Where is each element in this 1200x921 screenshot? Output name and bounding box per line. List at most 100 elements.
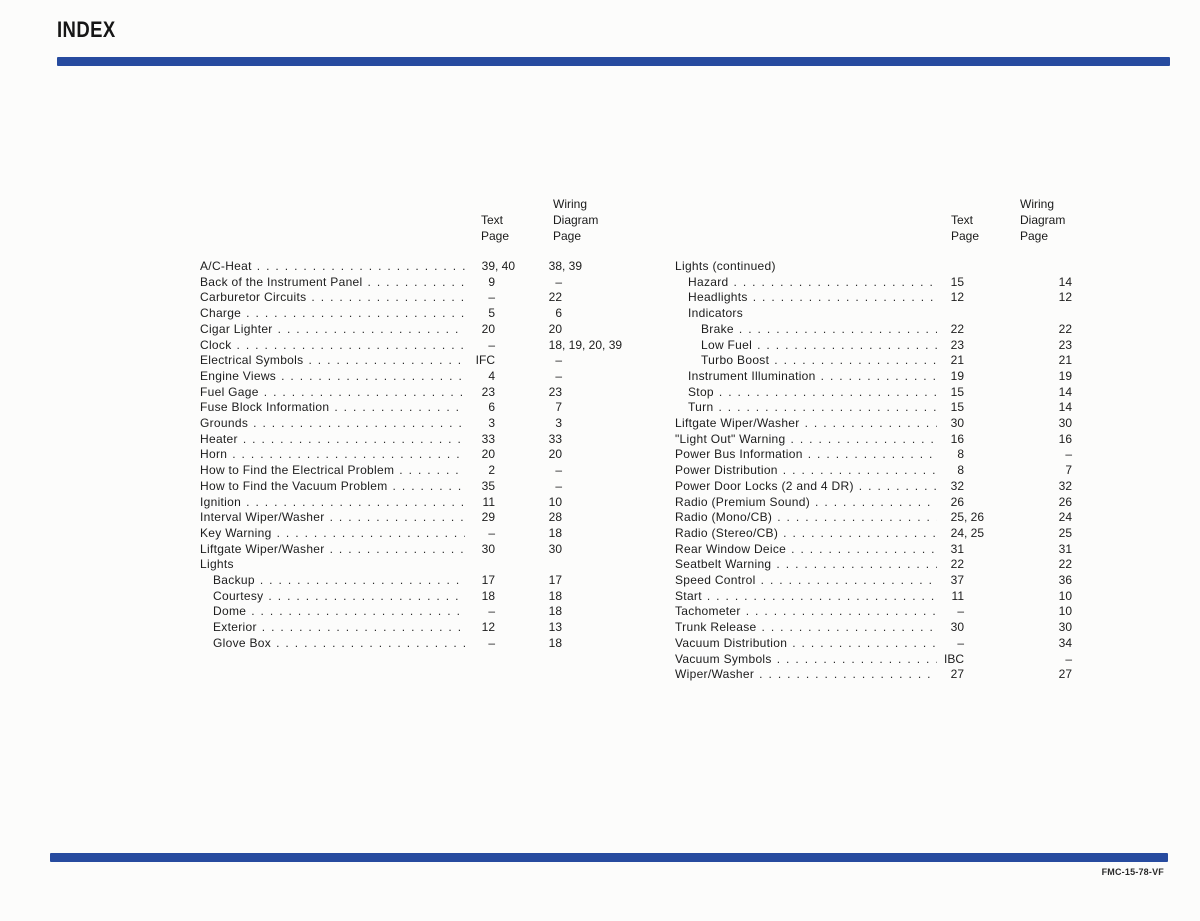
index-entry: Indicators [675,306,937,322]
wiring-page-value: 19 [1058,368,1072,383]
text-page-value: 8 [957,463,964,478]
dot-leader [821,369,937,385]
dot-leader [399,463,465,479]
text-page-value: 20 [481,321,495,336]
text-page-value: – [488,290,495,305]
index-entry: Carburetor Circuits [200,290,465,306]
index-row: Cigar Lighter 20 20 [200,322,630,338]
text-page-value: – [957,635,964,650]
text-page-value: 29 [481,510,495,525]
dot-leader [262,620,465,636]
index-entry: Electrical Symbols [200,353,465,369]
index-row: Courtesy 18 18 [200,589,630,605]
index-entry-label: Stop [688,384,714,399]
text-page-value: 8 [957,447,964,462]
text-page-value: 30 [950,416,964,430]
index-entry: Lights [200,557,465,573]
index-entry: Charge [200,306,465,322]
index-entry: Trunk Release [675,620,937,636]
text-page-value: 2 [488,463,495,478]
index-entry: Hazard [675,275,937,291]
text-page-value: 23 [481,384,495,399]
wiring-page-value: 30 [1058,416,1072,430]
index-entry: Liftgate Wiper/Washer [675,416,937,432]
text-page-value: 22 [950,321,964,336]
index-row: Start 11 10 [675,589,1105,605]
dot-leader [246,495,465,511]
text-page-value: 26 [950,494,964,509]
index-entry: Vacuum Distribution [675,636,937,652]
index-row: Glove Box – 18 [200,636,630,652]
text-page-value: 32 [950,478,964,493]
index-entry-label: Vacuum Symbols [675,651,772,666]
index-entry: Radio (Mono/CB) [675,510,937,526]
index-row: Liftgate Wiper/Washer 30 30 [675,416,1105,432]
column-header-text-page-right: Text Page [951,213,980,243]
wiring-page-value: 18 [548,525,562,540]
index-entry-label: Hazard [688,274,729,289]
index-row: Low Fuel 23 23 [675,338,1105,354]
index-entry-label: Heater [200,431,238,446]
text-page-value: 21 [950,353,964,368]
wiring-page-value: 30 [1058,620,1072,635]
wiring-page-value: 34 [1058,635,1072,650]
dot-leader [762,620,938,636]
dot-leader [777,510,937,526]
index-entry: Start [675,589,937,605]
dot-leader [330,510,465,526]
wiring-page-value: – [555,353,562,368]
index-entry-label: Glove Box [213,635,272,650]
text-page-value: IFC [475,353,495,368]
wiring-page-value: 22 [548,290,562,305]
wiring-page-value: 31 [1058,541,1072,556]
index-entry-label: Speed Control [675,573,756,587]
wiring-page-value: 3 [555,416,562,430]
index-row: Electrical Symbols IFC – [200,353,630,369]
index-entry-label: Rear Window Deice [675,541,787,556]
dot-leader [246,306,465,322]
dot-leader [783,463,937,479]
text-page-value: 15 [950,384,964,399]
dot-leader [783,526,937,542]
index-row: Power Bus Information 8 – [675,447,1105,463]
wiring-page-value: 27 [1058,667,1072,682]
text-page-value-cont: , 25 [964,525,985,540]
wiring-page-value: – [555,274,562,289]
wiring-page-value: 22 [1058,557,1072,572]
dot-leader [733,275,937,291]
dot-leader [243,432,465,448]
index-entry: Brake [675,322,937,338]
text-page-value: – [488,525,495,540]
index-row: Brake 22 22 [675,322,1105,338]
index-entry-label: Interval Wiper/Washer [200,510,325,525]
text-page-value: 15 [950,274,964,289]
column-header-text-page-left: Text Page [481,213,510,243]
index-entry: Radio (Stereo/CB) [675,526,937,542]
index-row: Backup 17 17 [200,573,630,589]
index-entry: Backup [200,573,465,589]
dot-leader [791,432,938,448]
index-row: Instrument Illumination 19 19 [675,369,1105,385]
form-code: FMC-15-78-VF [1101,867,1164,877]
index-row: How to Find the Electrical Problem 2 – [200,463,630,479]
column-header-wiring-diagram-page-right: Wiring Diagram Page [1020,197,1066,243]
index-row: Radio (Mono/CB) 25, 26 24 [675,510,1105,526]
wiring-page-value: 32 [1058,478,1072,493]
index-row: Clock – 18, 19, 20, 39 [200,338,630,354]
index-entry-label: Trunk Release [675,620,757,635]
index-entry-label: Ignition [200,494,242,509]
index-entry-label: Liftgate Wiper/Washer [200,541,325,556]
wiring-page-value: 23 [548,384,562,399]
text-page-value: 15 [950,400,964,415]
wiring-page-value: 12 [1058,290,1072,305]
index-row: Fuel Gage 23 23 [200,385,630,401]
text-page-value: – [488,604,495,619]
index-entry-label: Power Door Locks (2 and 4 DR) [675,478,854,493]
text-page-value: 16 [950,431,964,446]
index-entry-label: Electrical Symbols [200,353,304,368]
text-page-value: 23 [950,337,964,352]
index-entry: Vacuum Symbols [675,652,937,668]
dot-leader [257,259,465,275]
index-row: Heater 33 33 [200,432,630,448]
text-page-value: 12 [950,290,964,305]
